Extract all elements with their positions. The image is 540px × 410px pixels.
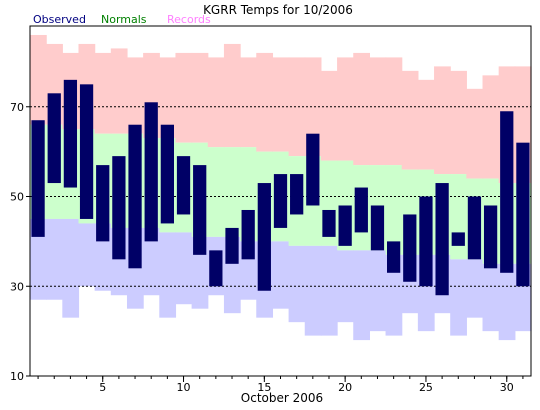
observed-bar-day-9 bbox=[160, 124, 174, 224]
chart-title: KGRR Temps for 10/2006 bbox=[203, 3, 353, 17]
record-low-band-day-22 bbox=[369, 250, 387, 332]
y-tick-label-30: 30 bbox=[10, 280, 24, 293]
normal-band-day-12 bbox=[207, 147, 225, 237]
record-low-band-day-2 bbox=[46, 218, 63, 300]
observed-bar-day-11 bbox=[193, 165, 207, 255]
observed-bar-day-13 bbox=[225, 227, 239, 264]
x-axis-label: October 2006 bbox=[241, 391, 323, 405]
observed-bar-day-31 bbox=[516, 142, 530, 287]
normal-band-day-13 bbox=[223, 147, 241, 237]
normal-band-day-27 bbox=[450, 174, 467, 260]
observed-bar-day-29 bbox=[483, 205, 498, 269]
x-tick-label-20: 20 bbox=[338, 381, 352, 394]
observed-bar-day-19 bbox=[322, 209, 336, 237]
record-low-band-day-9 bbox=[159, 232, 177, 318]
observed-bar-day-20 bbox=[338, 205, 352, 246]
observed-bar-day-30 bbox=[500, 111, 514, 273]
observed-bar-day-15 bbox=[257, 183, 271, 291]
record-low-band-day-1 bbox=[30, 218, 47, 300]
x-tick-label-25: 25 bbox=[419, 381, 433, 394]
legend-observed: Observed bbox=[33, 13, 86, 26]
observed-bar-day-23 bbox=[387, 241, 401, 273]
record-high-band-day-10 bbox=[175, 52, 193, 143]
observed-bar-day-24 bbox=[403, 214, 417, 282]
y-tick-label-50: 50 bbox=[10, 191, 24, 204]
normal-band-day-23 bbox=[385, 165, 403, 255]
record-high-band-day-11 bbox=[191, 52, 209, 143]
record-high-band-day-23 bbox=[385, 57, 403, 166]
legend-records: Records bbox=[167, 13, 211, 26]
observed-bar-day-7 bbox=[128, 124, 142, 269]
observed-bar-day-3 bbox=[63, 79, 78, 188]
record-low-band-day-20 bbox=[337, 250, 354, 323]
record-high-band-day-17 bbox=[288, 57, 306, 157]
record-high-band-day-14 bbox=[240, 57, 257, 148]
record-low-band-day-30 bbox=[498, 263, 516, 341]
record-high-band-day-7 bbox=[126, 57, 144, 134]
record-high-band-day-25 bbox=[417, 79, 435, 170]
plot-area: 10 30 50 70 5 10 15 20 25 30 bbox=[10, 25, 532, 394]
y-tick-label-70: 70 bbox=[10, 101, 24, 114]
observed-bar-day-27 bbox=[451, 232, 465, 246]
record-low-band-day-8 bbox=[143, 227, 160, 296]
record-high-band-day-5 bbox=[94, 52, 112, 134]
record-high-band-day-18 bbox=[304, 57, 322, 157]
record-high-band-day-29 bbox=[482, 75, 500, 179]
record-high-band-day-24 bbox=[401, 70, 419, 170]
record-high-band-day-13 bbox=[223, 43, 241, 148]
record-low-band-day-19 bbox=[320, 245, 338, 336]
observed-bar-day-28 bbox=[467, 196, 482, 260]
observed-bar-day-4 bbox=[79, 84, 94, 219]
record-low-band-day-10 bbox=[175, 232, 193, 305]
record-high-band-day-16 bbox=[272, 57, 290, 152]
record-low-band-day-18 bbox=[304, 245, 322, 336]
record-low-band-day-16 bbox=[272, 241, 290, 309]
observed-bar-day-8 bbox=[144, 102, 158, 242]
observed-bar-day-10 bbox=[176, 156, 191, 215]
record-high-band-day-15 bbox=[256, 52, 274, 152]
record-low-band-day-4 bbox=[78, 223, 96, 287]
record-high-band-day-12 bbox=[207, 57, 225, 148]
record-high-band-day-6 bbox=[110, 48, 128, 134]
observed-bar-day-6 bbox=[112, 156, 126, 260]
observed-bar-day-26 bbox=[435, 183, 449, 296]
observed-bar-day-16 bbox=[273, 174, 288, 228]
record-low-band-day-3 bbox=[62, 218, 80, 318]
record-high-band-day-27 bbox=[450, 70, 467, 175]
record-low-band-day-21 bbox=[353, 250, 370, 341]
observed-bar-day-2 bbox=[47, 93, 61, 184]
observed-bar-day-17 bbox=[290, 174, 304, 215]
observed-bar-day-22 bbox=[370, 205, 385, 251]
x-tick-label-15: 15 bbox=[257, 381, 271, 394]
record-high-band-day-28 bbox=[466, 88, 484, 179]
y-tick-label-10: 10 bbox=[10, 370, 24, 383]
record-high-band-day-22 bbox=[369, 57, 387, 166]
record-high-band-day-19 bbox=[320, 70, 338, 161]
record-low-band-day-27 bbox=[450, 259, 467, 336]
observed-bar-day-25 bbox=[419, 196, 433, 287]
observed-bar-day-21 bbox=[354, 187, 368, 233]
record-high-band-day-9 bbox=[159, 57, 177, 139]
record-low-band-day-29 bbox=[482, 263, 500, 332]
observed-bar-day-14 bbox=[241, 209, 255, 260]
observed-bar-day-1 bbox=[31, 120, 45, 237]
observed-bar-day-5 bbox=[96, 165, 110, 242]
record-high-band-day-21 bbox=[353, 52, 370, 166]
observed-bar-day-18 bbox=[306, 133, 320, 206]
observed-bar-day-12 bbox=[209, 250, 223, 287]
record-high-band-day-20 bbox=[337, 57, 354, 161]
x-tick-label-5: 5 bbox=[99, 381, 106, 394]
x-tick-label-30: 30 bbox=[500, 381, 514, 394]
record-low-band-day-28 bbox=[466, 259, 484, 318]
legend-normals: Normals bbox=[101, 13, 147, 26]
record-low-band-day-23 bbox=[385, 254, 403, 336]
record-high-band-day-26 bbox=[434, 66, 451, 175]
record-low-band-day-17 bbox=[288, 245, 306, 323]
record-high-band-day-1 bbox=[30, 34, 47, 125]
x-tick-label-10: 10 bbox=[177, 381, 191, 394]
